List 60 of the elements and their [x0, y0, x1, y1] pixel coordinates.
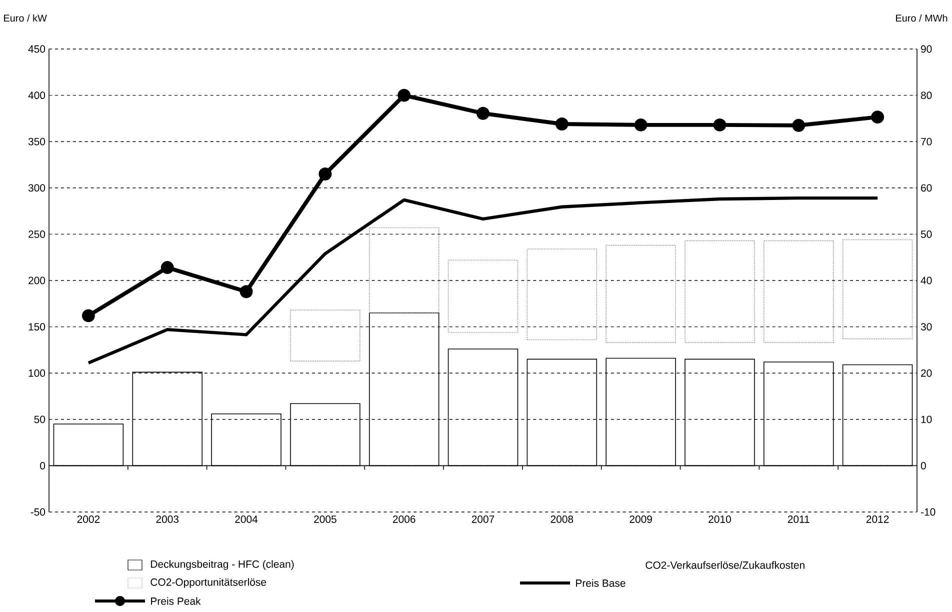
y2-tick-label: 70 — [921, 138, 932, 146]
y-tick-label: 350 — [28, 138, 46, 146]
y2-tick-label: 20 — [921, 369, 932, 377]
point — [318, 168, 332, 180]
x-tick-label: 2010 — [708, 516, 731, 523]
x-tick-label: 2002 — [77, 516, 100, 523]
bar — [842, 239, 913, 340]
point — [555, 118, 568, 130]
bar — [448, 260, 518, 333]
x-tick-label: 2007 — [472, 516, 494, 523]
y2-tick-label: 30 — [920, 323, 932, 331]
y2-tick-label: 40 — [920, 276, 932, 284]
legend-label: Deckungsbeitrag - HFC (clean) — [151, 560, 294, 570]
y2-tick-label: 80 — [920, 92, 932, 100]
x-tick-label: 2005 — [314, 516, 336, 523]
x-tick-label: 2006 — [392, 516, 416, 523]
y2-tick-label: 60 — [921, 184, 932, 192]
x-tick-label: 2004 — [235, 516, 258, 523]
y-axis-title: Euro / kW — [4, 14, 47, 22]
bar — [290, 310, 360, 362]
bar — [606, 244, 676, 343]
y2-tick-label: 0 — [920, 462, 926, 470]
bar — [764, 240, 834, 343]
point — [398, 88, 411, 102]
bar — [526, 248, 598, 340]
x-tick-label: 2011 — [788, 516, 810, 523]
bar — [368, 227, 440, 314]
y2-axis-title: Euro / MWh — [896, 14, 948, 22]
x-tick-label: 2003 — [156, 516, 179, 523]
x-tick-label: 2008 — [550, 516, 574, 523]
point — [82, 309, 95, 322]
y-tick-label: -50 — [30, 508, 46, 516]
point — [871, 110, 884, 124]
point — [634, 118, 648, 132]
legend-label: Preis Peak — [151, 597, 201, 605]
y-tick-label: 400 — [28, 92, 46, 100]
text: CO2-Verkaufserlöse/Zukaufkosten — [646, 561, 804, 569]
point — [713, 118, 726, 132]
point — [240, 285, 253, 298]
y-tick-label: 50 — [34, 416, 46, 424]
y-tick-label: 150 — [28, 323, 46, 331]
x-tick-label: 2012 — [866, 516, 889, 523]
line-series — [86, 196, 880, 365]
y-tick-label: 450 — [28, 45, 46, 53]
legend-label: Preis Base — [576, 579, 626, 587]
y-tick-label: 100 — [28, 369, 46, 377]
y-tick-label: 0 — [40, 462, 46, 470]
y2-tick-label: -10 — [921, 508, 936, 516]
y-tick-label: 250 — [28, 230, 46, 238]
y-tick-label: 200 — [28, 276, 46, 284]
point — [792, 118, 806, 132]
point — [476, 106, 490, 120]
x-tick-label: 2009 — [630, 516, 652, 523]
bar — [684, 240, 755, 343]
y2-tick-label: 50 — [920, 230, 932, 238]
y2-tick-label: 90 — [921, 45, 932, 53]
y2-tick-label: 10 — [921, 416, 932, 424]
point — [160, 261, 174, 274]
y-tick-label: 300 — [28, 184, 46, 192]
legend-label: CO2-Opportunitätserlöse — [150, 578, 266, 588]
